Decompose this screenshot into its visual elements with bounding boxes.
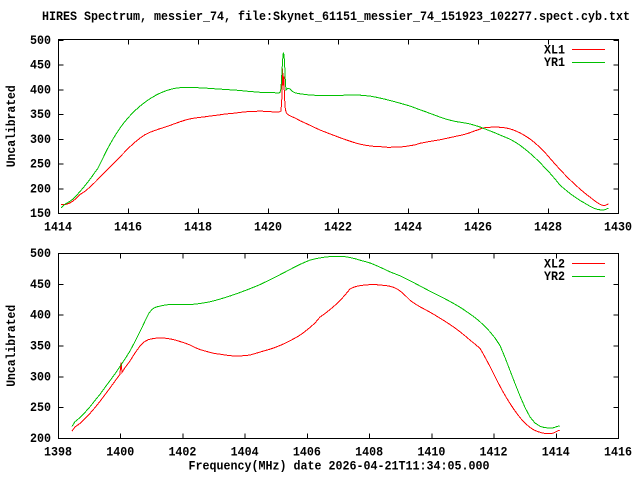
svg-text:500: 500 [30,33,51,48]
svg-text:1404: 1404 [231,445,259,460]
svg-text:YR2: YR2 [544,269,565,284]
svg-text:400: 400 [30,82,51,97]
svg-text:1412: 1412 [480,445,508,460]
svg-text:300: 300 [30,369,51,384]
svg-text:350: 350 [30,339,51,354]
svg-text:1402: 1402 [168,445,196,460]
svg-text:1398: 1398 [44,445,72,460]
svg-text:1416: 1416 [604,445,632,460]
svg-text:200: 200 [30,431,51,446]
svg-text:1426: 1426 [464,220,492,235]
svg-text:300: 300 [30,132,51,147]
svg-text:400: 400 [30,308,51,323]
svg-text:1406: 1406 [293,445,321,460]
svg-text:200: 200 [30,181,51,196]
svg-text:YR1: YR1 [544,55,565,70]
svg-text:500: 500 [30,246,51,261]
svg-text:1416: 1416 [114,220,142,235]
svg-text:1430: 1430 [604,220,632,235]
svg-text:1418: 1418 [184,220,212,235]
svg-text:HIRES Spectrum, messier_74, fi: HIRES Spectrum, messier_74, file:Skynet_… [42,9,630,24]
svg-text:1414: 1414 [44,220,72,235]
svg-text:150: 150 [30,206,51,221]
svg-text:1424: 1424 [394,220,422,235]
svg-text:XL1: XL1 [544,43,565,58]
svg-text:1400: 1400 [106,445,134,460]
svg-text:250: 250 [30,400,51,415]
svg-text:XL2: XL2 [544,256,565,271]
svg-text:350: 350 [30,107,51,122]
svg-text:Frequency(MHz) date 2026-04-21: Frequency(MHz) date 2026-04-21T11:34:05.… [189,459,490,474]
svg-text:1408: 1408 [355,445,383,460]
svg-text:1410: 1410 [417,445,445,460]
svg-text:450: 450 [30,277,51,292]
svg-text:1420: 1420 [254,220,282,235]
svg-text:1422: 1422 [324,220,352,235]
svg-text:250: 250 [30,157,51,172]
svg-text:1414: 1414 [542,445,570,460]
svg-text:Uncalibrated: Uncalibrated [4,85,19,167]
svg-text:1428: 1428 [534,220,562,235]
svg-text:Uncalibrated: Uncalibrated [4,305,19,387]
svg-text:450: 450 [30,58,51,73]
